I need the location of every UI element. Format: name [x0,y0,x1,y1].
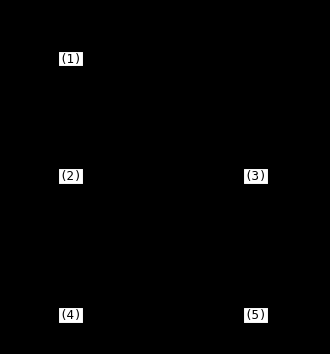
Text: (5): (5) [245,309,267,322]
Text: (3): (3) [245,170,267,183]
Text: (4): (4) [60,309,82,322]
Text: (1): (1) [60,53,82,65]
Text: (2): (2) [60,170,82,183]
